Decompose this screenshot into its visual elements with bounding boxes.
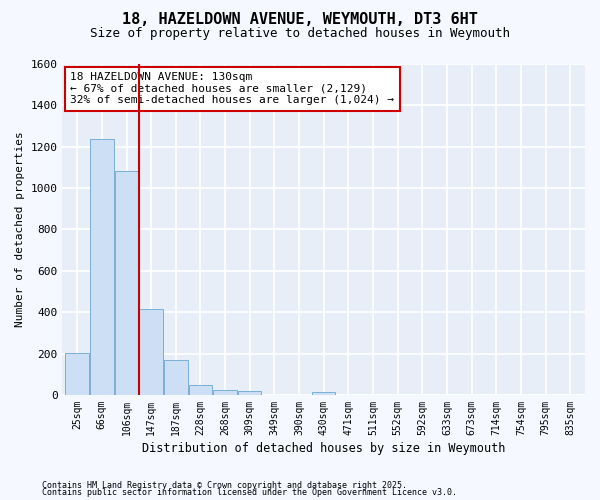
X-axis label: Distribution of detached houses by size in Weymouth: Distribution of detached houses by size … bbox=[142, 442, 505, 455]
Bar bbox=[189, 384, 212, 395]
Bar bbox=[139, 309, 163, 395]
Text: 18 HAZELDOWN AVENUE: 130sqm
← 67% of detached houses are smaller (2,129)
32% of : 18 HAZELDOWN AVENUE: 130sqm ← 67% of det… bbox=[70, 72, 394, 106]
Bar bbox=[90, 140, 113, 395]
Bar bbox=[214, 390, 237, 395]
Text: 18, HAZELDOWN AVENUE, WEYMOUTH, DT3 6HT: 18, HAZELDOWN AVENUE, WEYMOUTH, DT3 6HT bbox=[122, 12, 478, 28]
Bar bbox=[115, 170, 138, 395]
Text: Size of property relative to detached houses in Weymouth: Size of property relative to detached ho… bbox=[90, 28, 510, 40]
Bar bbox=[164, 360, 188, 395]
Bar bbox=[65, 352, 89, 395]
Text: Contains HM Land Registry data © Crown copyright and database right 2025.: Contains HM Land Registry data © Crown c… bbox=[42, 480, 407, 490]
Bar bbox=[238, 391, 262, 395]
Y-axis label: Number of detached properties: Number of detached properties bbox=[15, 132, 25, 328]
Bar bbox=[312, 392, 335, 395]
Text: Contains public sector information licensed under the Open Government Licence v3: Contains public sector information licen… bbox=[42, 488, 457, 497]
